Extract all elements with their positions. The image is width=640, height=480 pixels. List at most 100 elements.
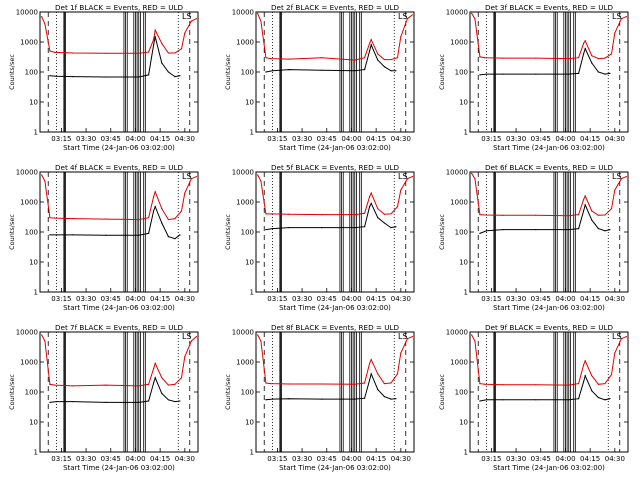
uld-series-point — [474, 18, 476, 20]
y-tick-label: 1 — [34, 449, 38, 457]
x-tick-label: 04:00 — [341, 295, 361, 303]
events-series-point — [597, 397, 599, 399]
uld-series-point — [161, 377, 163, 379]
events-series-point — [578, 72, 580, 74]
uld-series-point — [265, 57, 267, 59]
y-tick-label: 10000 — [232, 9, 254, 17]
x-tick-label: 04:15 — [366, 135, 386, 143]
x-tick-label: 03:15 — [267, 295, 287, 303]
uld-series-point — [167, 384, 169, 386]
events-series-point — [49, 401, 51, 404]
uld-series-point — [582, 42, 585, 44]
events-series-point — [368, 379, 371, 381]
x-tick-label: 04:30 — [175, 295, 195, 303]
events-series-point — [591, 390, 593, 392]
x-tick-label: 03:15 — [481, 135, 501, 143]
uld-series-point — [270, 383, 272, 385]
uld-series-point — [474, 340, 476, 342]
uld-series-point — [568, 384, 570, 386]
uld-series-point — [584, 195, 586, 197]
events-series-point — [604, 230, 606, 232]
events-series-point — [364, 226, 366, 228]
uld-series-point — [190, 20, 193, 22]
corner-glyph: LS — [612, 172, 622, 181]
y-axis-label: Counts/sec — [438, 54, 446, 90]
y-tick-label: 100 — [241, 69, 254, 77]
y-tick-label: 10000 — [446, 329, 468, 337]
events-series-point — [138, 234, 140, 236]
uld-series-point — [625, 176, 627, 178]
uld-series-point — [321, 383, 323, 385]
uld-series-point — [41, 16, 43, 18]
uld-series-point — [41, 174, 43, 176]
events-series-point — [609, 229, 611, 231]
events-series-point — [105, 76, 107, 78]
events-series-point — [179, 234, 181, 236]
events-series — [479, 374, 611, 402]
events-series-point — [591, 219, 593, 221]
y-axis-label: Counts/sec — [224, 374, 232, 410]
y-tick-label: 1 — [464, 449, 468, 457]
events-series-point — [568, 229, 570, 231]
uld-series-point — [288, 213, 290, 215]
y-tick-label: 1 — [250, 289, 254, 297]
uld-series-point — [383, 383, 385, 385]
events-series-point — [597, 227, 599, 230]
events-series-point — [271, 227, 274, 230]
uld-series-point — [321, 214, 323, 216]
uld-series-point — [354, 214, 356, 216]
events-series-point — [152, 210, 155, 212]
x-tick-label: 03:45 — [531, 295, 551, 303]
x-tick-label: 04:00 — [125, 135, 145, 143]
uld-series-point — [614, 32, 616, 34]
uld-series-point — [180, 48, 183, 50]
uld-series-point — [152, 196, 155, 198]
y-tick-label: 10000 — [16, 329, 38, 337]
y-tick-label: 10 — [245, 259, 254, 267]
uld-series-point — [591, 375, 593, 377]
uld-series-point — [49, 217, 51, 219]
events-series-point — [479, 232, 481, 234]
corner-glyph: LS — [398, 172, 408, 181]
x-tick-label: 04:15 — [580, 135, 600, 143]
y-tick-label: 100 — [25, 69, 38, 77]
events-series-point — [568, 73, 570, 75]
y-tick-label: 100 — [25, 389, 38, 397]
x-tick-label: 03:30 — [506, 295, 526, 303]
y-tick-label: 1000 — [20, 199, 38, 207]
events-series-point — [152, 44, 155, 46]
x-axis-label: Start Time (24-Jan-06 03:02:00) — [63, 144, 175, 152]
events-series-point — [377, 59, 379, 61]
uld-series-point — [161, 208, 163, 210]
uld-series-point — [474, 178, 476, 180]
events-series — [49, 36, 180, 78]
uld-series-point — [167, 52, 169, 54]
uld-series-point — [591, 210, 593, 212]
events-series — [49, 205, 181, 240]
uld-series-point — [148, 217, 150, 219]
uld-series-point — [270, 57, 272, 60]
events-series-point — [271, 70, 274, 72]
x-axis-label: Start Time (24-Jan-06 03:02:00) — [279, 464, 391, 472]
uld-series-point — [270, 213, 272, 215]
uld-series-point — [184, 32, 186, 34]
uld-series-point — [105, 384, 107, 386]
x-tick-label: 04:00 — [341, 455, 361, 463]
uld-series-point — [383, 213, 385, 215]
events-series-point — [148, 400, 150, 402]
panel-title: Det 6f BLACK = Events, RED = ULD — [485, 163, 613, 172]
events-series-point — [568, 399, 570, 401]
uld-series-point — [174, 383, 176, 385]
x-tick-label: 03:30 — [292, 295, 312, 303]
panel-title: Det 8f BLACK = Events, RED = ULD — [271, 323, 399, 332]
events-series-point — [161, 62, 163, 64]
events-series-point — [609, 72, 611, 74]
events-series-point — [383, 396, 385, 398]
y-tick-label: 10 — [29, 419, 38, 427]
events-series-point — [321, 227, 323, 229]
uld-series-point — [479, 56, 481, 58]
